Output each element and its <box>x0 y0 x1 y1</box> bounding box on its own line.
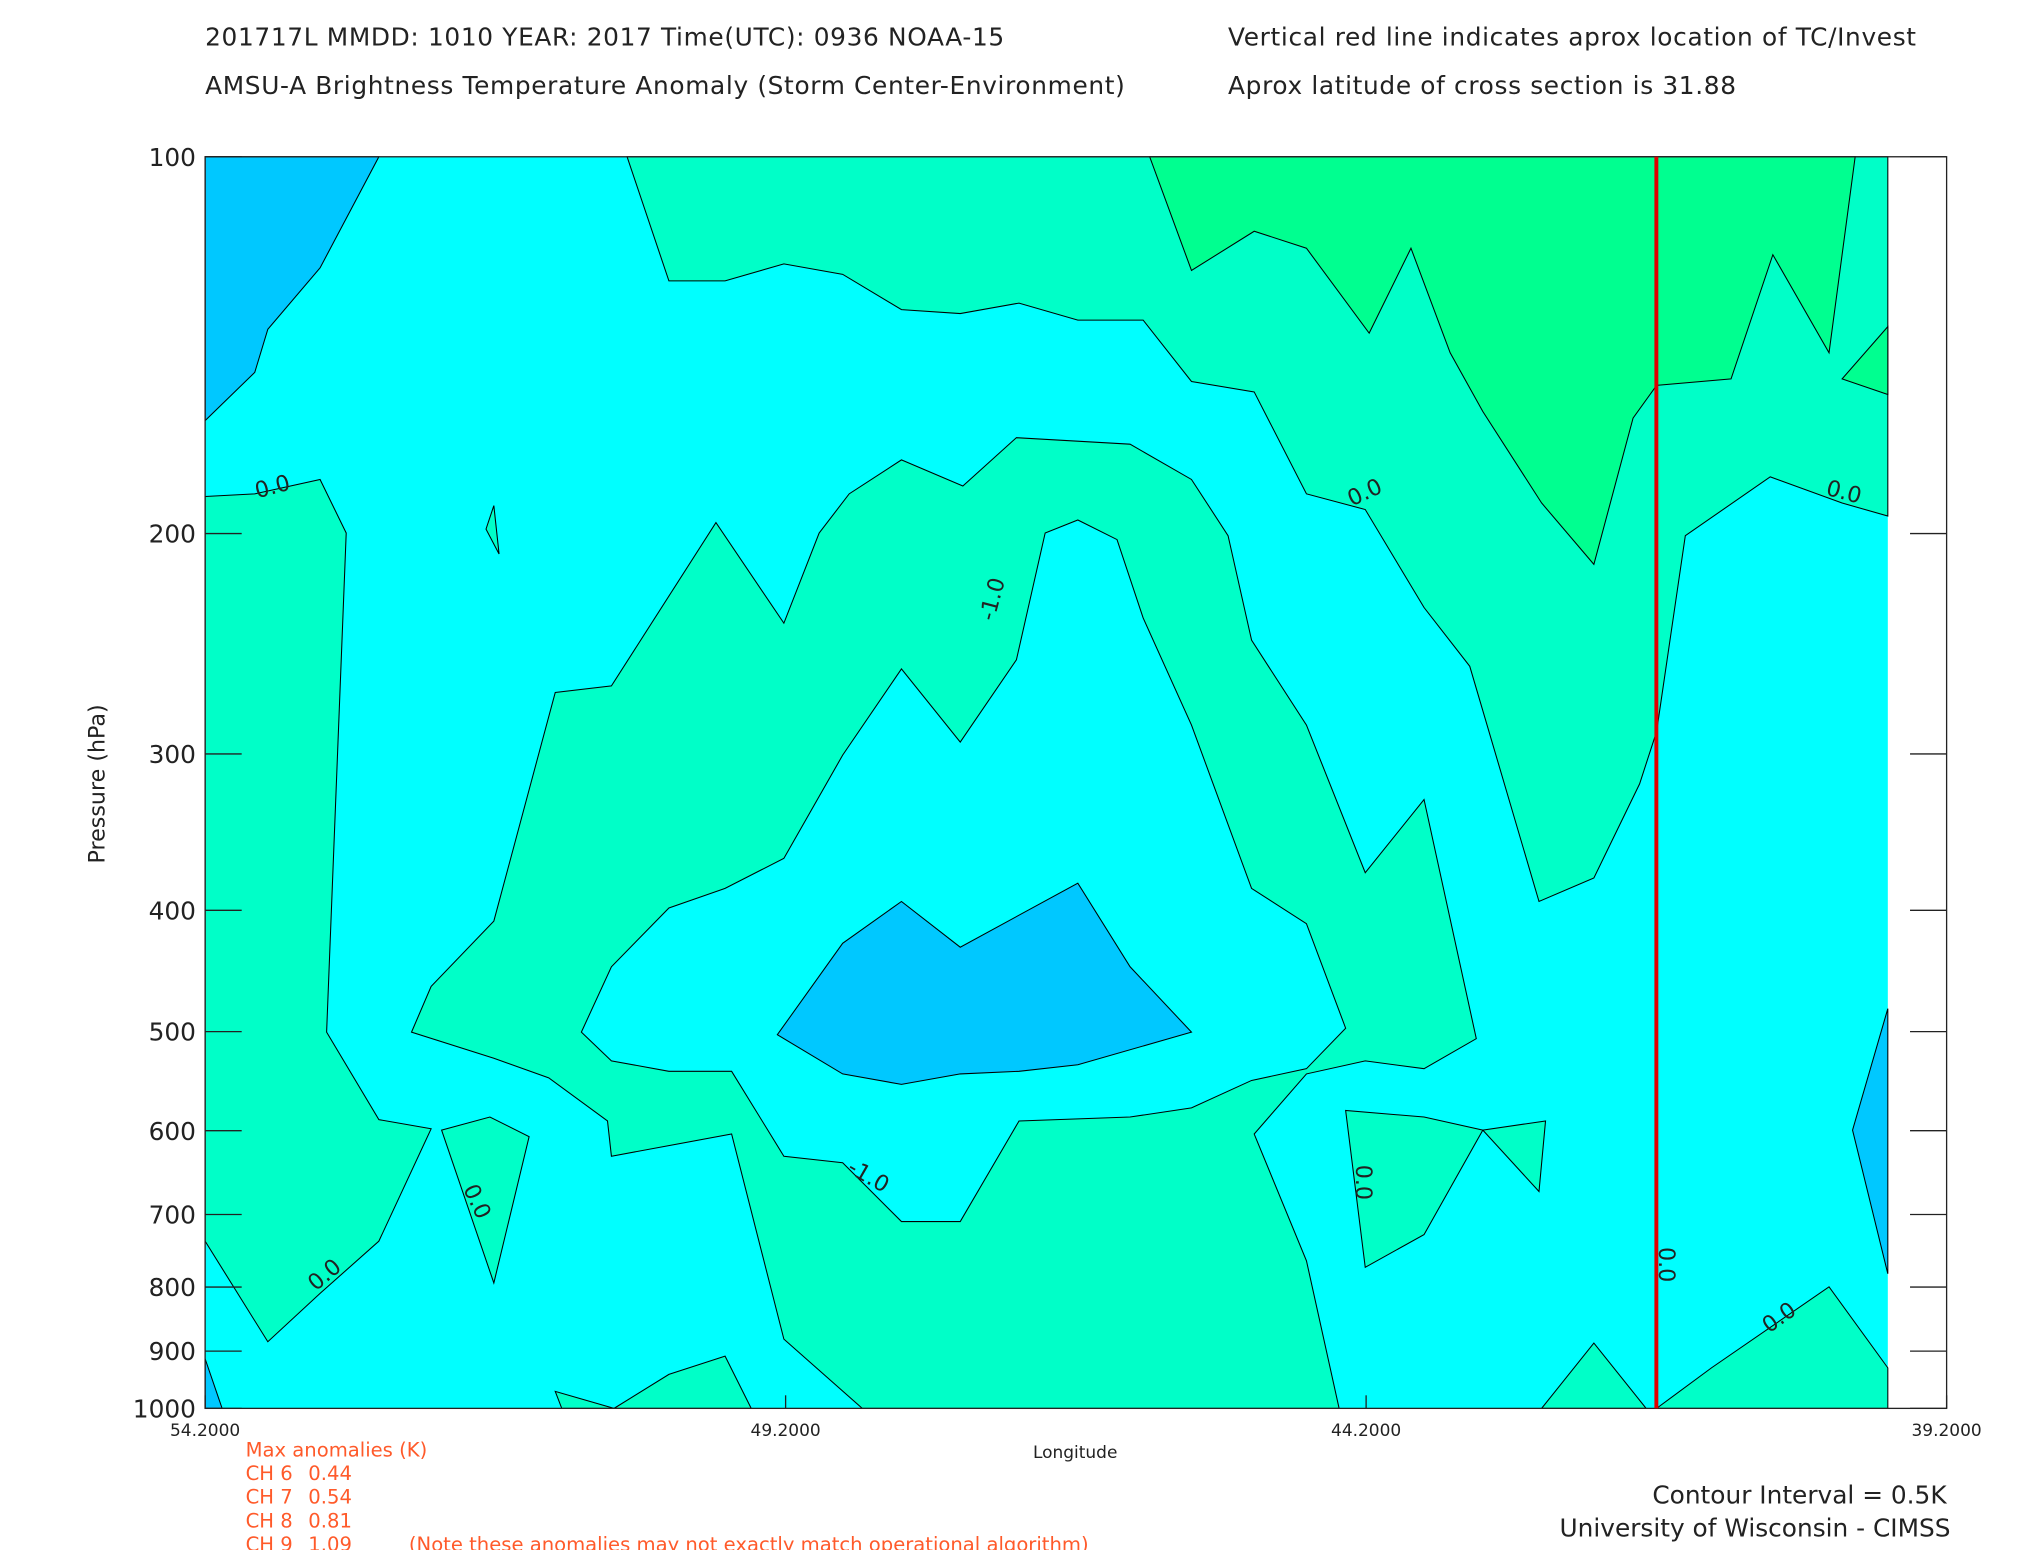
note-2: Aprox latitude of cross section is 31.88 <box>1228 71 1737 100</box>
region <box>580 519 1347 1223</box>
y-tick-label: 200 <box>149 520 196 549</box>
channel-value: 1.09 <box>308 1533 352 1550</box>
y-tick-label: 700 <box>149 1201 196 1230</box>
contour-fill <box>204 156 1889 1409</box>
region <box>204 478 432 1343</box>
y-tick-label: 100 <box>149 143 196 172</box>
y-tick-label: 600 <box>149 1117 196 1146</box>
y-axis-label: Pressure (hPa) <box>85 704 111 863</box>
note-1: Vertical red line indicates aprox locati… <box>1228 23 1917 52</box>
contour-label: 0.0 <box>1653 1247 1679 1282</box>
y-tick-label: 400 <box>149 896 196 925</box>
channel-value: 0.44 <box>308 1462 352 1485</box>
channel-value: 0.81 <box>308 1509 352 1532</box>
region <box>1852 1008 1889 1274</box>
footer: Contour Interval = 0.5K <box>1652 1481 1947 1510</box>
y-tick-label: 900 <box>149 1337 196 1366</box>
footer: University of Wisconsin - CIMSS <box>1559 1513 1950 1542</box>
channel-name: CH 8 <box>246 1509 293 1532</box>
region <box>440 1116 530 1285</box>
y-tick-label: 300 <box>149 740 196 769</box>
plot-frame <box>204 156 1948 1410</box>
x-tick-label: 39.2000 <box>1912 1421 1982 1441</box>
region <box>485 505 500 555</box>
channel-value: 0.54 <box>308 1486 352 1509</box>
region <box>1841 325 1889 396</box>
region <box>776 882 1193 1085</box>
annotation: Max anomalies (K) <box>246 1439 428 1462</box>
x-tick-label: 54.2000 <box>170 1421 240 1441</box>
x-tick-label: 49.2000 <box>751 1421 821 1441</box>
title-line-2: AMSU-A Brightness Temperature Anomaly (S… <box>205 71 1125 100</box>
y-tick-label: 800 <box>149 1273 196 1302</box>
contour-label: 0.0 <box>1350 1165 1376 1200</box>
channel-name: CH 7 <box>246 1486 293 1509</box>
x-axis-label: Longitude <box>1033 1443 1117 1463</box>
x-tick-label: 44.2000 <box>1331 1421 1401 1441</box>
region <box>1345 1109 1484 1269</box>
annotation: (Note these anomalies may not exactly ma… <box>409 1533 1089 1550</box>
title-line-1: 201717L MMDD: 1010 YEAR: 2017 Time(UTC):… <box>205 23 1005 52</box>
region <box>1148 156 1856 566</box>
y-tick-label: 1000 <box>133 1395 196 1424</box>
y-tick-label: 500 <box>149 1018 196 1047</box>
region <box>1481 1120 1547 1193</box>
channel-name: CH 9 <box>246 1533 293 1550</box>
channel-name: CH 6 <box>246 1462 293 1485</box>
